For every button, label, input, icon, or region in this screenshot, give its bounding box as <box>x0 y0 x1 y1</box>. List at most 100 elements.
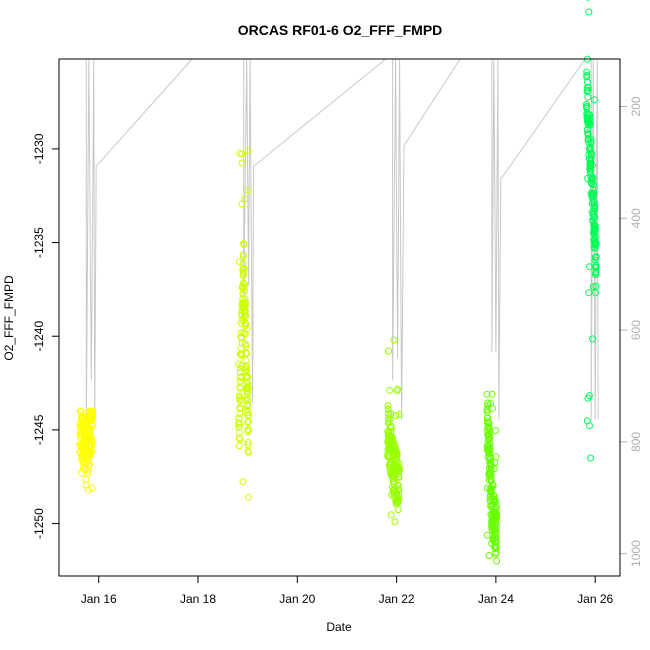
data-point <box>492 453 500 461</box>
data-point <box>591 244 599 252</box>
right-tick-label: 1000 <box>629 540 643 567</box>
data-point <box>589 283 597 291</box>
y-tick-label: -1245 <box>32 414 46 445</box>
data-point <box>592 233 600 241</box>
data-point <box>483 405 491 413</box>
data-point <box>242 373 250 381</box>
data-point <box>384 453 392 461</box>
data-point <box>584 394 592 402</box>
data-point <box>585 289 593 297</box>
data-point <box>235 258 243 266</box>
data-point <box>86 421 94 429</box>
altitude-segment-4 <box>491 58 586 420</box>
data-point <box>239 266 247 273</box>
data-point <box>235 419 243 426</box>
data-point <box>490 509 498 517</box>
data-point <box>79 454 87 461</box>
data-point <box>239 280 247 287</box>
data-point <box>583 68 591 76</box>
data-point <box>244 187 252 194</box>
data-point <box>487 460 495 468</box>
data-point <box>235 434 243 442</box>
data-point <box>384 445 392 453</box>
data-point <box>393 495 401 503</box>
data-point <box>483 444 491 452</box>
data-point <box>586 422 593 430</box>
data-point <box>486 458 494 466</box>
data-point <box>487 399 494 407</box>
data-point <box>592 253 600 261</box>
data-point <box>592 282 600 290</box>
data-point <box>385 347 392 355</box>
right-tick-label: 600 <box>629 320 643 340</box>
series-rf02 <box>235 147 252 501</box>
data-point <box>244 441 252 449</box>
data-point <box>85 414 92 422</box>
data-point <box>244 438 252 446</box>
data-point <box>584 86 592 94</box>
data-point <box>241 195 249 203</box>
x-tick-label: Jan 18 <box>180 592 216 606</box>
data-point <box>583 126 591 133</box>
data-point <box>242 364 250 372</box>
data-point <box>239 252 247 260</box>
series-rf04 <box>483 390 501 565</box>
data-point <box>583 104 591 112</box>
data-point <box>79 463 87 471</box>
data-point <box>591 263 599 271</box>
data-point <box>591 213 599 221</box>
data-point <box>392 500 400 508</box>
data-point <box>585 139 593 147</box>
data-point <box>390 478 398 486</box>
data-point <box>236 350 244 358</box>
data-point <box>239 270 247 278</box>
data-point <box>244 417 252 425</box>
data-point <box>583 78 591 86</box>
data-point <box>492 544 500 552</box>
data-point <box>586 144 594 152</box>
data-point <box>592 271 600 279</box>
altitude-segment-3 <box>392 58 461 420</box>
data-point <box>484 433 492 441</box>
data-point <box>235 360 243 368</box>
data-point <box>485 427 493 435</box>
data-point <box>241 322 249 330</box>
data-point <box>78 413 86 421</box>
data-point <box>590 96 598 104</box>
right-tick-label: 800 <box>629 432 643 452</box>
x-tick-label: Jan 22 <box>379 592 415 606</box>
right-tick-label: 400 <box>629 208 643 228</box>
data-point <box>389 474 396 482</box>
data-point <box>393 448 401 456</box>
series-rf05 <box>582 0 600 462</box>
data-point <box>588 179 596 187</box>
data-point <box>76 448 84 456</box>
data-point <box>582 100 590 108</box>
data-point <box>238 159 246 167</box>
data-point <box>88 484 96 492</box>
data-point <box>385 410 393 418</box>
data-point <box>395 491 403 499</box>
data-point <box>585 136 592 144</box>
data-point <box>584 174 592 182</box>
data-point <box>240 241 248 249</box>
series-rf01 <box>76 407 97 494</box>
data-point <box>391 464 399 472</box>
data-point <box>489 482 497 490</box>
data-point <box>385 431 393 439</box>
y-tick-label: -1240 <box>32 321 46 352</box>
data-point <box>483 408 491 416</box>
data-point <box>584 116 592 124</box>
data-point <box>391 518 399 526</box>
data-point <box>245 493 252 501</box>
data-point <box>82 458 90 466</box>
data-point <box>243 402 251 410</box>
data-point <box>82 481 90 489</box>
data-point <box>485 471 493 479</box>
data-point <box>488 390 496 398</box>
x-tick-label: Jan 16 <box>81 592 117 606</box>
right-tick-label: 200 <box>629 96 643 116</box>
data-point <box>88 410 96 418</box>
x-tick-label: Jan 20 <box>279 592 315 606</box>
